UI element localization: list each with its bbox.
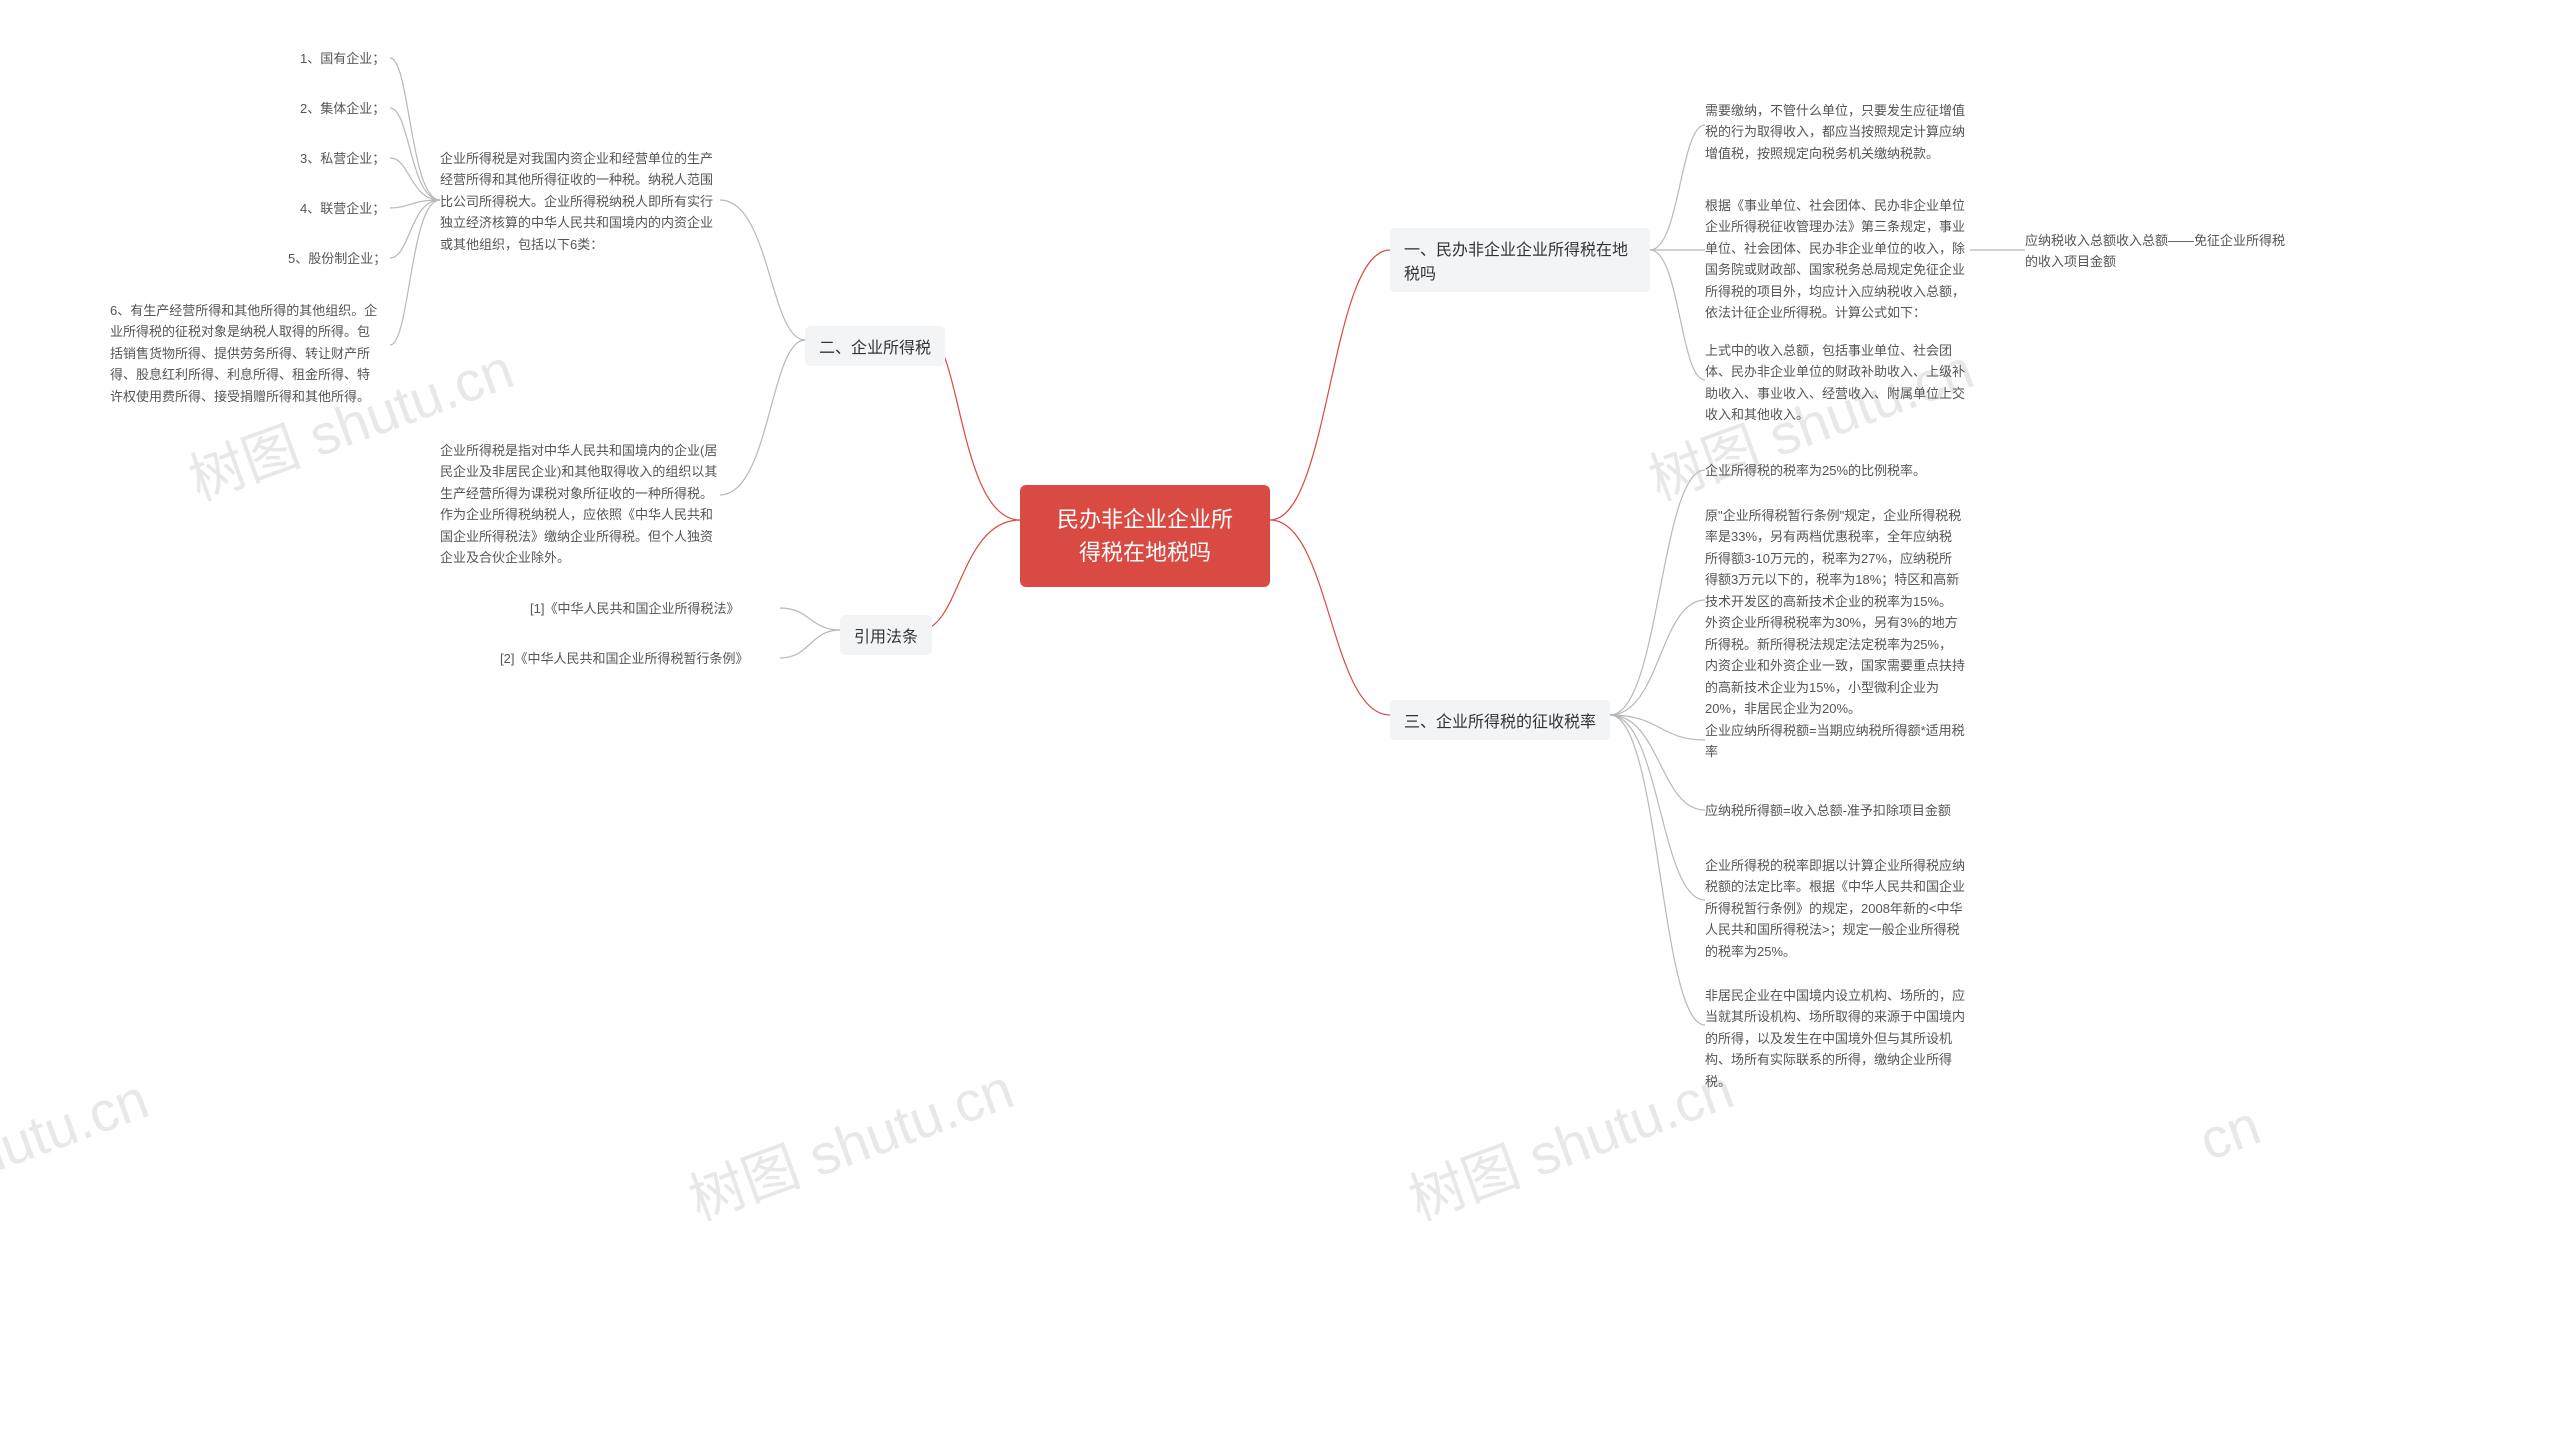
- leaf-l2-sub-0: 1、国有企业；: [300, 48, 385, 69]
- leaf-r1-0: 需要缴纳，不管什么单位，只要发生应征增值税的行为取得收入，都应当按照规定计算应纳…: [1705, 100, 1965, 164]
- leaf-l2-0: 企业所得税是对我国内资企业和经营单位的生产经营所得和其他所得征收的一种税。纳税人…: [440, 148, 720, 255]
- branch-q3[interactable]: 三、企业所得税的征收税率: [1390, 700, 1610, 740]
- leaf-l2-sub-2: 3、私营企业；: [300, 148, 385, 169]
- leaf-r3-1: 原"企业所得税暂行条例"规定，企业所得税税率是33%，另有两档优惠税率，全年应纳…: [1705, 505, 1965, 719]
- watermark: 树图 shutu.cn: [1396, 1044, 1743, 1236]
- branch-q1-label: 一、民办非企业企业所得税在地税吗: [1404, 242, 1628, 283]
- leaf-r1-1: 根据《事业单位、社会团体、民办非企业单位企业所得税征收管理办法》第三条规定，事业…: [1705, 195, 1965, 324]
- leaf-l2-sub-1: 2、集体企业；: [300, 98, 385, 119]
- branch-q2[interactable]: 二、企业所得税: [805, 326, 945, 366]
- leaf-r3-3: 应纳税所得额=收入总额-准予扣除项目金额: [1705, 800, 1965, 821]
- leaf-l2-1: 企业所得税是指对中华人民共和国境内的企业(居民企业及非居民企业)和其他取得收入的…: [440, 440, 720, 569]
- leaf-l2-sub-4: 5、股份制企业；: [288, 248, 386, 269]
- branch-q3-label: 三、企业所得税的征收税率: [1404, 714, 1596, 731]
- leaf-r3-2: 企业应纳所得税额=当期应纳税所得额*适用税率: [1705, 720, 1965, 763]
- leaf-l2-sub-3: 4、联营企业；: [300, 198, 385, 219]
- watermark: 树图 shutu.cn: [676, 1044, 1023, 1236]
- leaf-r3-5: 非居民企业在中国境内设立机构、场所的，应当就其所设机构、场所取得的来源于中国境内…: [1705, 985, 1965, 1092]
- branch-q2-label: 二、企业所得税: [819, 340, 931, 357]
- watermark: shutu.cn: [0, 1066, 156, 1199]
- branch-ref[interactable]: 引用法条: [840, 615, 932, 655]
- root-node[interactable]: 民办非企业企业所得税在地税吗: [1020, 485, 1270, 587]
- leaf-ref-1: [2]《中华人民共和国企业所得税暂行条例》: [500, 648, 748, 669]
- leaf-r1-2: 上式中的收入总额，包括事业单位、社会团体、民办非企业单位的财政补助收入、上级补助…: [1705, 340, 1965, 426]
- leaf-ref-0: [1]《中华人民共和国企业所得税法》: [530, 598, 739, 619]
- watermark: cn: [2191, 1092, 2269, 1173]
- leaf-r3-0: 企业所得税的税率为25%的比例税率。: [1705, 460, 1965, 481]
- leaf-r1-1-sub: 应纳税收入总额收入总额——免征企业所得税的收入项目金额: [2025, 230, 2285, 273]
- leaf-r3-4: 企业所得税的税率即据以计算企业所得税应纳税额的法定比率。根据《中华人民共和国企业…: [1705, 855, 1965, 962]
- branch-q1[interactable]: 一、民办非企业企业所得税在地税吗: [1390, 228, 1650, 292]
- leaf-l2-sub-5: 6、有生产经营所得和其他所得的其他组织。企业所得税的征税对象是纳税人取得的所得。…: [110, 300, 380, 407]
- branch-ref-label: 引用法条: [854, 629, 918, 646]
